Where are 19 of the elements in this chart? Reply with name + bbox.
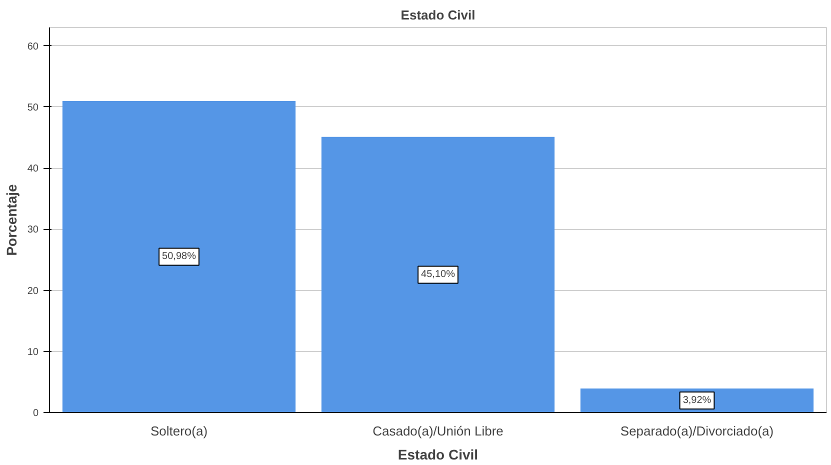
bar [62,100,296,412]
x-axis-title: Estado Civil [398,446,478,462]
y-tick-label: 40 [27,164,39,175]
x-tick-label: Separado(a)/Divorciado(a) [620,424,774,438]
y-tick-label: 20 [27,286,39,297]
x-tick-label: Casado(a)/Unión Libre [372,424,504,438]
y-axis-title: Porcentaje [3,184,20,256]
bar [321,136,555,412]
chart-title: Estado Civil [400,8,476,22]
y-tick-label: 60 [27,41,39,52]
y-tick-label: 50 [27,102,39,114]
data-label: 3,92% [682,395,712,406]
data-label: 50,98% [162,251,196,262]
y-tick-label: 10 [27,346,39,358]
data-label: 45,10% [421,269,456,280]
x-tick-label: Soltero(a) [150,424,208,438]
bar [580,388,814,412]
y-tick-label: 30 [27,224,39,236]
y-tick-label: 0 [32,408,39,419]
